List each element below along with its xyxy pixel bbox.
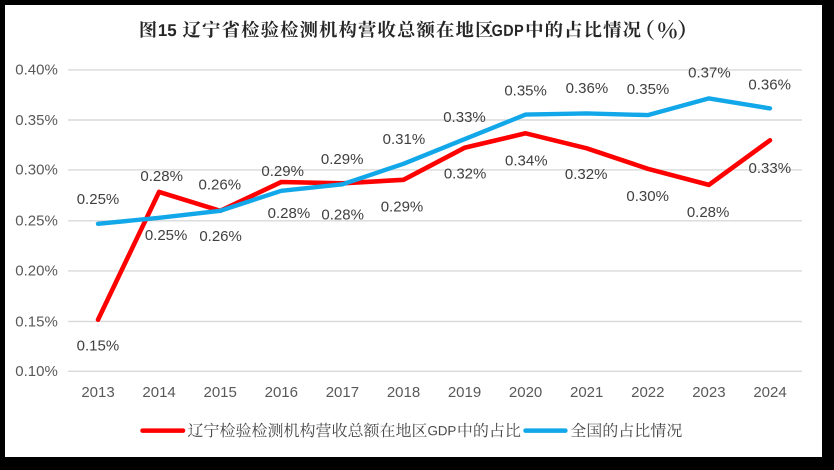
svg-text:2014: 2014 bbox=[142, 384, 175, 401]
svg-text:0.35%: 0.35% bbox=[627, 81, 670, 98]
svg-text:0.30%: 0.30% bbox=[626, 188, 669, 205]
svg-text:0.26%: 0.26% bbox=[199, 176, 242, 193]
svg-text:0.33%: 0.33% bbox=[443, 109, 486, 126]
svg-text:0.35%: 0.35% bbox=[15, 112, 58, 129]
svg-text:0.25%: 0.25% bbox=[15, 213, 58, 230]
svg-text:0.29%: 0.29% bbox=[321, 151, 364, 168]
svg-text:0.40%: 0.40% bbox=[15, 62, 58, 79]
svg-text:0.28%: 0.28% bbox=[140, 168, 183, 185]
svg-text:0.36%: 0.36% bbox=[566, 80, 609, 97]
svg-text:0.20%: 0.20% bbox=[15, 263, 58, 280]
svg-text:0.30%: 0.30% bbox=[15, 162, 58, 179]
svg-text:2021: 2021 bbox=[570, 384, 603, 401]
svg-text:2016: 2016 bbox=[265, 384, 298, 401]
svg-text:2015: 2015 bbox=[204, 384, 237, 401]
svg-text:0.28%: 0.28% bbox=[687, 204, 730, 221]
svg-text:0.36%: 0.36% bbox=[748, 76, 791, 93]
svg-text:0.32%: 0.32% bbox=[565, 166, 608, 183]
svg-text:2024: 2024 bbox=[753, 384, 786, 401]
svg-text:2020: 2020 bbox=[509, 384, 542, 401]
svg-text:0.29%: 0.29% bbox=[261, 163, 304, 180]
svg-text:0.34%: 0.34% bbox=[505, 153, 548, 170]
svg-text:0.15%: 0.15% bbox=[15, 313, 58, 330]
svg-text:0.32%: 0.32% bbox=[444, 165, 487, 182]
svg-text:0.31%: 0.31% bbox=[383, 131, 426, 148]
svg-text:0.28%: 0.28% bbox=[321, 206, 364, 223]
svg-text:0.15%: 0.15% bbox=[77, 337, 120, 354]
svg-text:0.33%: 0.33% bbox=[749, 160, 792, 177]
svg-text:0.35%: 0.35% bbox=[504, 83, 547, 100]
svg-text:2019: 2019 bbox=[448, 384, 481, 401]
svg-text:0.29%: 0.29% bbox=[381, 198, 424, 215]
svg-text:2023: 2023 bbox=[692, 384, 725, 401]
svg-text:2018: 2018 bbox=[387, 384, 420, 401]
svg-text:0.26%: 0.26% bbox=[199, 228, 242, 245]
svg-text:0.37%: 0.37% bbox=[688, 65, 731, 82]
svg-text:2013: 2013 bbox=[81, 384, 114, 401]
svg-text:0.25%: 0.25% bbox=[145, 227, 188, 244]
svg-text:0.10%: 0.10% bbox=[15, 363, 58, 380]
svg-text:0.25%: 0.25% bbox=[77, 191, 120, 208]
svg-text:0.28%: 0.28% bbox=[268, 205, 311, 222]
svg-text:2022: 2022 bbox=[631, 384, 664, 401]
svg-text:2017: 2017 bbox=[326, 384, 359, 401]
